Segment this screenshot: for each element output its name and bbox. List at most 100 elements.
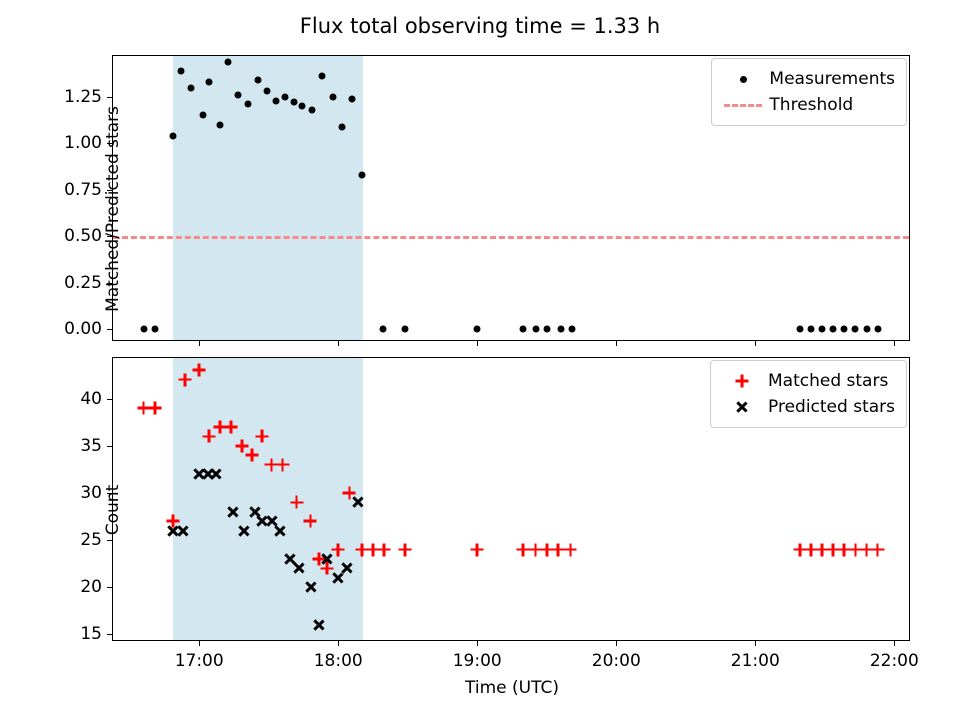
matched-stars-marker-icon	[720, 371, 764, 391]
data-point-matched-stars	[289, 495, 304, 510]
bottom-panel-y-axis-label: Count	[103, 484, 123, 536]
legend-item-predicted-stars: Predicted stars	[720, 394, 895, 420]
y-tick-mark	[107, 587, 113, 589]
x-tick-mark	[894, 640, 896, 646]
data-point-predicted-stars	[350, 495, 365, 510]
data-point-matched-stars	[165, 514, 180, 529]
data-point-measurements	[543, 325, 551, 333]
y-tick-label: 1.25	[64, 86, 102, 107]
data-point-measurements	[151, 325, 159, 333]
data-point-matched-stars	[563, 542, 578, 557]
y-tick-mark	[107, 282, 113, 284]
x-tick-mark	[338, 640, 340, 646]
data-point-matched-stars	[213, 419, 228, 434]
x-tick-mark	[199, 640, 201, 646]
bottom-panel-plot-area	[113, 358, 909, 640]
x-tick-mark	[477, 340, 479, 346]
y-tick-mark	[107, 634, 113, 636]
data-point-measurements	[281, 93, 289, 101]
data-point-measurements	[532, 325, 540, 333]
data-point-predicted-stars	[225, 504, 240, 519]
y-tick-mark	[107, 492, 113, 494]
data-point-measurements	[263, 87, 271, 95]
data-point-matched-stars	[539, 542, 554, 557]
legend-label-matched-stars: Matched stars	[768, 371, 889, 391]
data-point-measurements	[519, 325, 527, 333]
data-point-matched-stars	[803, 542, 818, 557]
data-point-matched-stars	[516, 542, 531, 557]
y-tick-mark	[107, 96, 113, 98]
threshold-line	[113, 236, 909, 240]
y-tick-mark	[107, 329, 113, 330]
data-point-matched-stars	[275, 457, 290, 472]
data-point-matched-stars	[136, 401, 151, 416]
data-point-matched-stars	[826, 542, 841, 557]
x-tick-label: 21:00	[730, 651, 780, 671]
data-point-measurements	[818, 325, 826, 333]
data-point-matched-stars	[550, 542, 565, 557]
legend-label-predicted-stars: Predicted stars	[768, 397, 895, 417]
data-point-measurements	[829, 325, 837, 333]
y-tick-label: 1.00	[64, 133, 102, 154]
data-point-measurements	[216, 121, 224, 129]
legend-label-measurements: Measurements	[769, 69, 895, 89]
data-point-measurements	[290, 98, 298, 106]
data-point-matched-stars	[870, 542, 885, 557]
data-point-matched-stars	[235, 438, 250, 453]
data-point-measurements	[205, 78, 213, 86]
y-tick-mark	[107, 540, 113, 542]
data-point-measurements	[199, 111, 207, 119]
threshold-line-icon	[721, 95, 765, 115]
x-tick-mark	[199, 340, 201, 346]
data-point-matched-stars	[377, 542, 392, 557]
data-point-measurements	[329, 93, 337, 101]
data-point-predicted-stars	[175, 523, 190, 538]
data-point-measurements	[568, 325, 576, 333]
x-tick-mark	[616, 340, 618, 346]
data-point-measurements	[863, 325, 870, 333]
data-point-matched-stars	[397, 542, 412, 557]
data-point-measurements	[234, 91, 242, 99]
top-panel-axes: 0.00 0.25 0.50 0.75 1.00 1.25 Matched/Predict…	[64, 55, 910, 346]
data-point-measurements	[379, 325, 387, 333]
data-point-matched-stars	[365, 542, 380, 557]
x-tick-label: 19:00	[452, 651, 502, 671]
top-panel-plot-area	[113, 56, 909, 340]
top-panel-legend[interactable]: Measurements Threshold	[711, 58, 907, 126]
data-point-matched-stars	[342, 485, 357, 500]
data-point-matched-stars	[192, 363, 207, 378]
data-point-matched-stars	[303, 514, 318, 529]
data-point-measurements	[140, 325, 148, 333]
data-point-measurements	[169, 132, 177, 140]
top-panel-y-axis-label: Matched/Predicted stars	[103, 106, 123, 312]
data-point-measurements	[796, 325, 804, 333]
data-point-predicted-stars	[339, 561, 354, 576]
data-point-matched-stars	[792, 542, 807, 557]
data-point-matched-stars	[264, 457, 279, 472]
bottom-panel-legend[interactable]: Matched stars Predicted stars	[710, 360, 907, 428]
data-point-measurements	[807, 325, 815, 333]
measurements-marker-icon	[721, 69, 765, 89]
predicted-stars-marker-icon	[720, 397, 764, 417]
data-point-measurements	[272, 97, 280, 105]
y-tick-label: 0.00	[64, 319, 102, 339]
y-tick-label: 40	[80, 388, 102, 409]
data-point-measurements	[348, 95, 356, 103]
y-tick-mark	[107, 236, 113, 238]
x-tick-label: 17:00	[174, 651, 224, 671]
legend-label-threshold: Threshold	[769, 95, 854, 115]
data-point-predicted-stars	[236, 523, 251, 538]
data-point-measurements	[473, 325, 481, 333]
data-point-matched-stars	[224, 419, 239, 434]
x-tick-mark	[894, 340, 896, 346]
data-point-matched-stars	[147, 401, 162, 416]
y-tick-label: 30	[80, 482, 102, 503]
data-point-predicted-stars	[311, 618, 326, 633]
data-point-matched-stars	[320, 561, 335, 576]
legend-item-measurements: Measurements	[721, 66, 895, 92]
data-point-matched-stars	[815, 542, 830, 557]
y-tick-label: 20	[80, 577, 102, 598]
data-point-measurements	[338, 123, 346, 131]
x-tick-mark	[616, 640, 618, 646]
